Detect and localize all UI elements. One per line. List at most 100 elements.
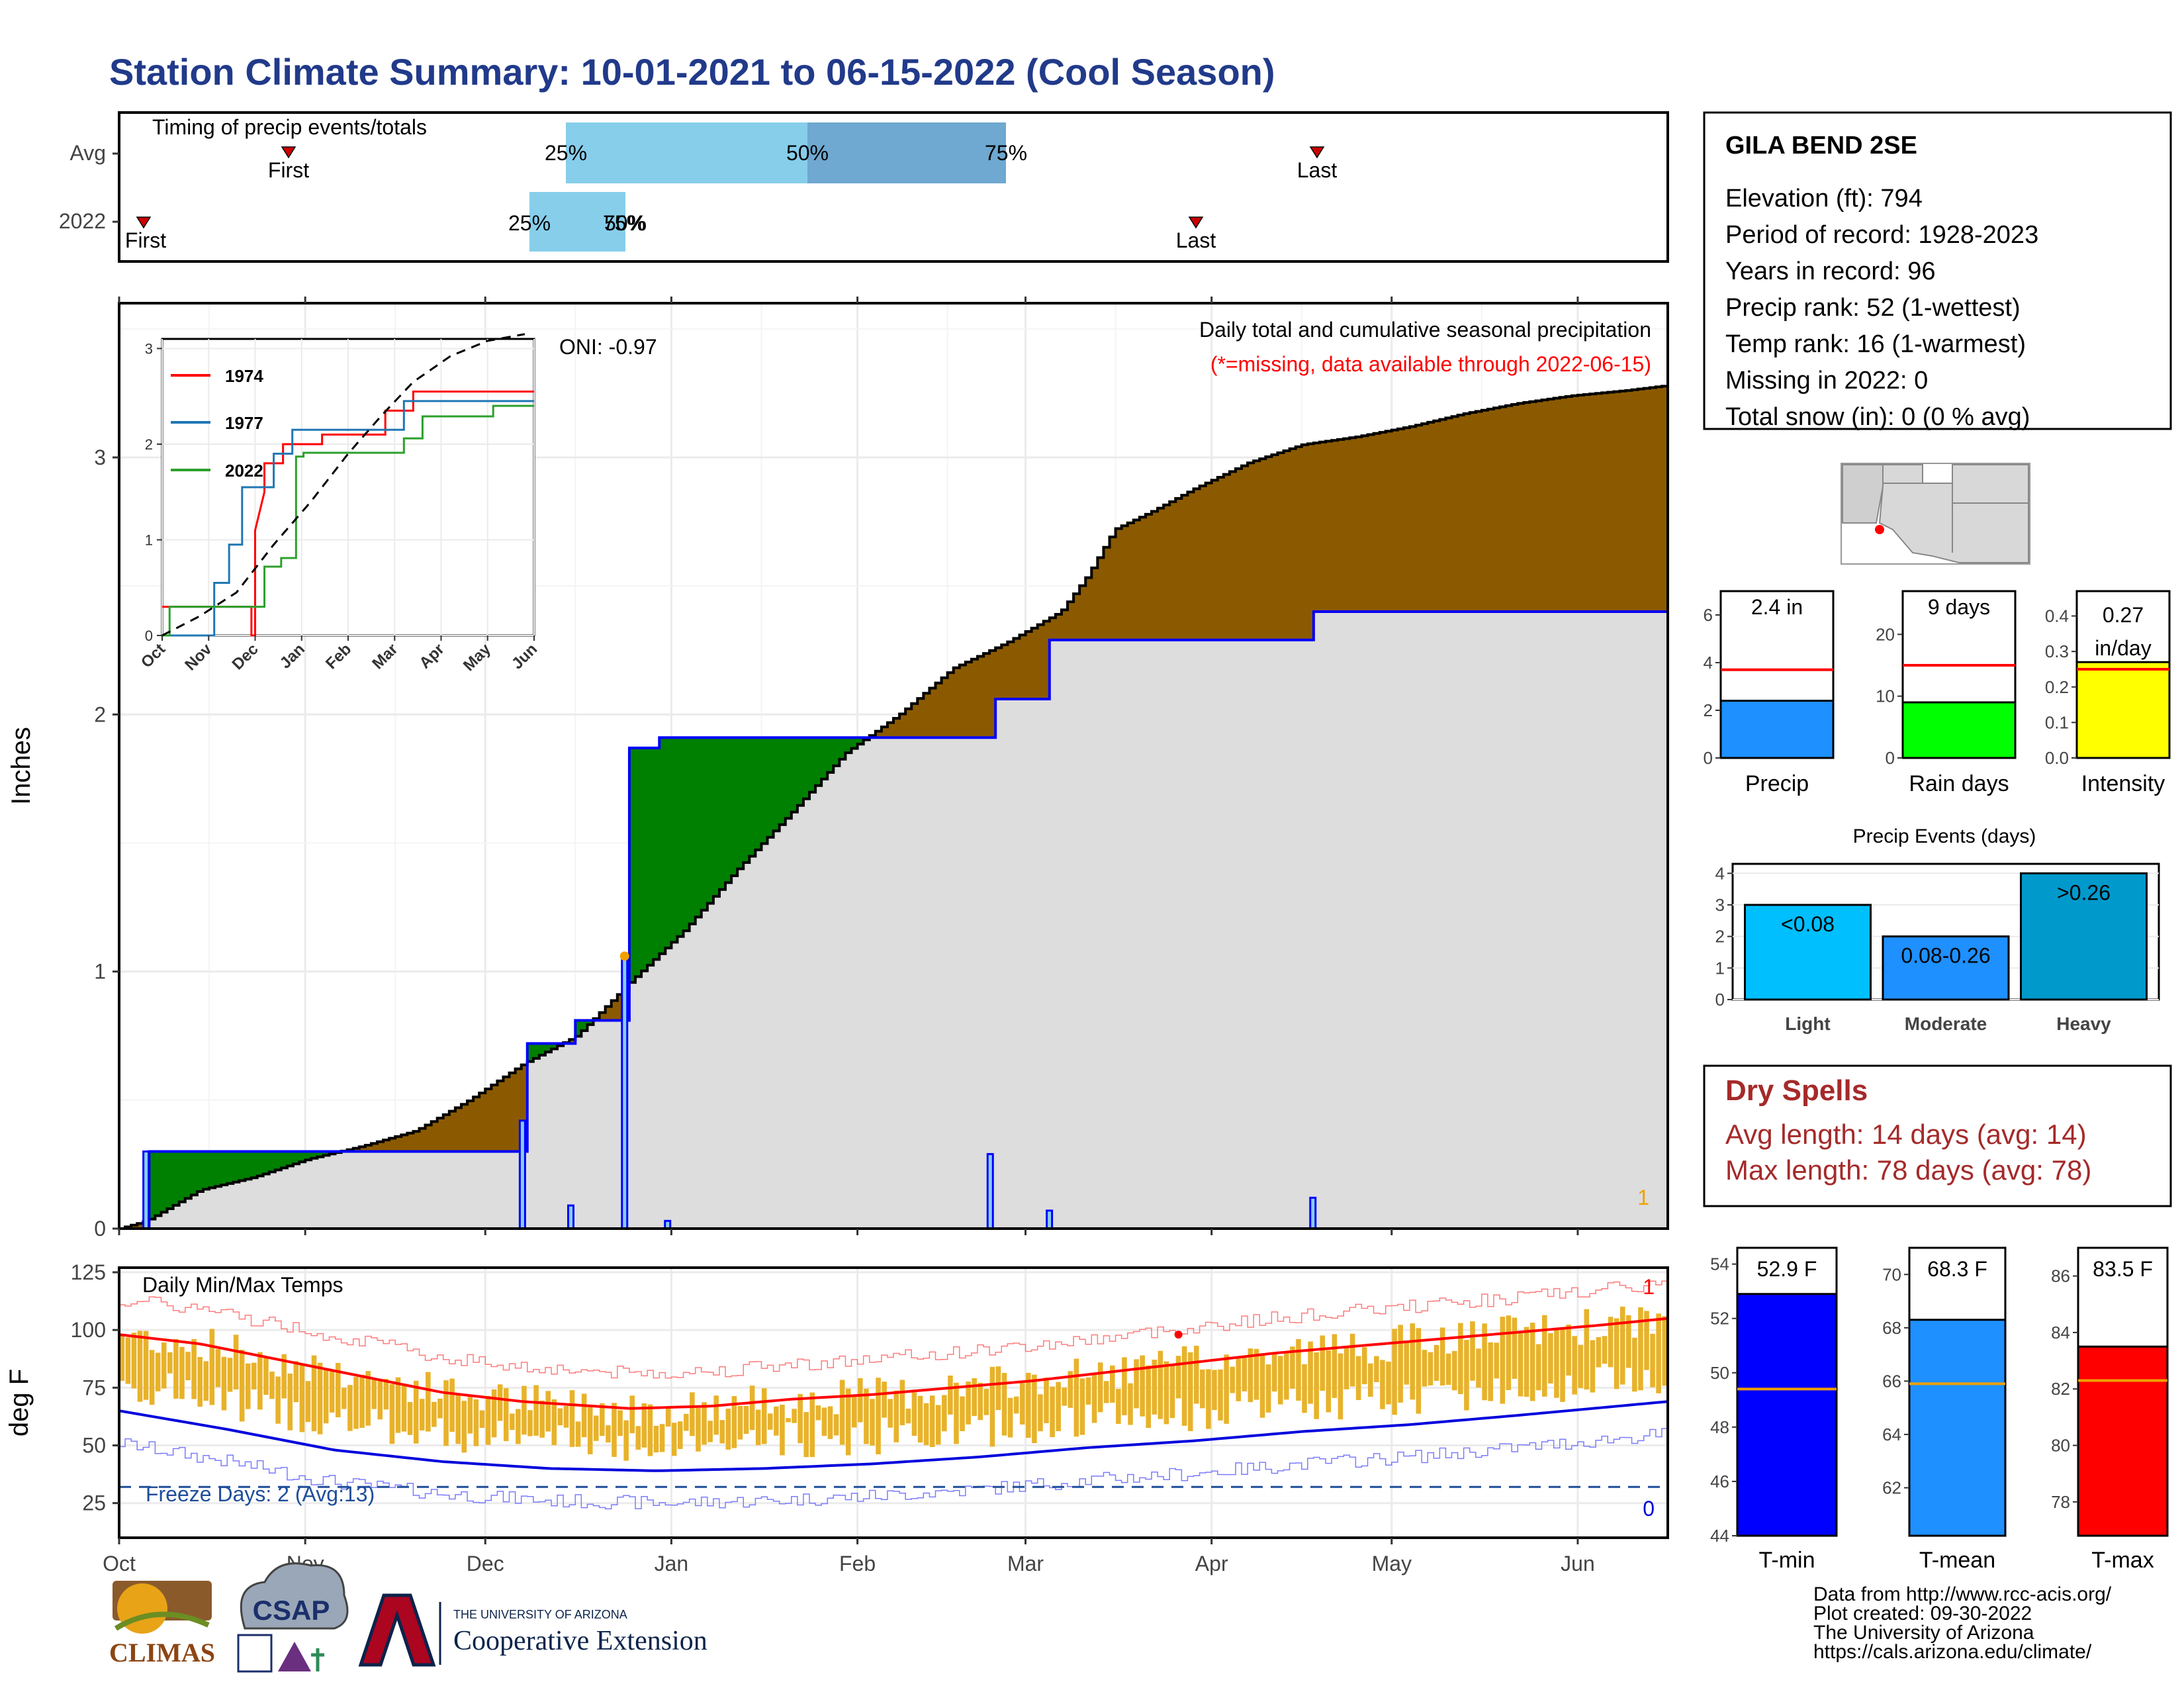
temp-daily-bar: [510, 1413, 515, 1430]
footer-line-url: https://cals.arizona.edu/climate/: [1813, 1641, 2092, 1663]
legend-label-2022: 2022: [225, 461, 263, 481]
temp-daily-bar: [731, 1395, 737, 1448]
temp-daily-bar: [858, 1378, 863, 1423]
precip-events-plot: 0 1 2 3 4 <0.08 Light 0.08-0.26 Moderate >0.26 Hea…: [1715, 863, 2160, 1034]
temp-daily-bar: [707, 1421, 713, 1442]
temp-daily-bar: [227, 1358, 233, 1392]
csap-logo-text: CSAP: [253, 1595, 330, 1626]
temp-daily-bar: [1314, 1352, 1319, 1419]
temp-daily-bar: [1410, 1323, 1416, 1400]
temp-daily-bar: [293, 1361, 299, 1403]
temp-daily-bar: [821, 1407, 827, 1436]
climas-swoosh: [114, 1611, 210, 1631]
temp-daily-bar: [617, 1410, 623, 1436]
temp-daily-bar: [1146, 1365, 1151, 1429]
temp-daily-bar: [1050, 1386, 1055, 1438]
temp-daily-bar: [845, 1388, 851, 1456]
inset-chart: 0 1 2 3 Oct Nov Dec Jan Feb Mar Apr May Jun 1974 197…: [138, 333, 541, 675]
precip-missing-marker: [619, 951, 629, 961]
temp-daily-bar: [780, 1404, 785, 1456]
temp-daily-bar: [1392, 1329, 1397, 1415]
precip-y-tick-label: 3: [94, 445, 106, 469]
events-bar-Moderate: [1882, 935, 2010, 1001]
temp-daily-bar: [1524, 1327, 1529, 1397]
timing-title: Timing of precip events/totals: [152, 115, 427, 139]
temp-summary-y-tick-label: 62: [1882, 1478, 1901, 1498]
temp-daily-bar: [1236, 1358, 1242, 1401]
summary-category-label: Precip: [1745, 771, 1809, 796]
temp-daily-bar: [371, 1380, 377, 1409]
temp-daily-bar: [1169, 1365, 1175, 1419]
temp-daily-bar: [1032, 1374, 1037, 1444]
temp-daily-bar: [1368, 1363, 1373, 1397]
temp-daily-bar: [1026, 1372, 1031, 1438]
temp-daily-bar: [1224, 1354, 1229, 1424]
precip-daily-bar: [621, 955, 629, 1230]
summary-y-tick-label: 2: [1704, 700, 1713, 720]
inset-series-average: [161, 333, 525, 637]
temp-daily-bar: [389, 1383, 395, 1444]
legend-label-1977: 1977: [225, 413, 263, 433]
temp-summary-y-tick-label: 68: [1882, 1318, 1901, 1338]
inset-legend: 1974 1977 2022: [171, 366, 263, 481]
temp-summary-bars: 44 46 48 50 52 54 52.9 F T-min 62 64 66 68 70 68.3 F T…: [1710, 1246, 2169, 1573]
precip-deficit-area: [125, 386, 1668, 1229]
temp-daily-bar: [353, 1376, 359, 1429]
temp-daily-bar: [432, 1401, 437, 1427]
dry-spells-frame: [1703, 1064, 2172, 1207]
temp-daily-bar: [341, 1387, 347, 1409]
temp-daily-bar: [606, 1425, 611, 1443]
dry-spells-panel: Dry Spells Avg length: 14 days (avg: 14)…: [1703, 1064, 2172, 1207]
temp-daily-bar: [659, 1424, 665, 1452]
temp-daily-bar: [522, 1385, 527, 1435]
precip-daily-bars: [142, 955, 1317, 1230]
temp-daily-bar: [1103, 1381, 1109, 1403]
freeze-days-label: Freeze Days: 2 (Avg:13): [146, 1482, 375, 1506]
temp-daily-bar: [1542, 1315, 1547, 1397]
temp-daily-bar: [929, 1395, 935, 1448]
summary-category-label: Intensity: [2081, 771, 2165, 796]
summary-y-tick-label: 0.1: [2045, 712, 2069, 732]
map-state-ca: [1842, 464, 1884, 524]
precip-daily-bar: [567, 1204, 574, 1230]
temp-daily-bar: [899, 1380, 905, 1426]
temp-daily-bar: [960, 1396, 965, 1432]
csap-cactus: [311, 1648, 324, 1671]
y2022-last-label: Last: [1176, 228, 1216, 252]
temp-summary-T-max: 78 80 82 84 86 83.5 F T-max: [2051, 1246, 2169, 1573]
temp-daily-bar: [1277, 1356, 1283, 1405]
ua-small-text: THE UNIVERSITY OF ARIZONA: [453, 1608, 627, 1621]
footer-line-univ: The University of Arizona: [1813, 1622, 2034, 1644]
temp-daily-bar: [221, 1356, 227, 1411]
temp-daily-bar: [233, 1335, 239, 1390]
temp-daily-bar: [1374, 1356, 1379, 1382]
temp-daily-bar: [653, 1425, 659, 1453]
temp-daily-bar: [1158, 1350, 1163, 1419]
temp-daily-bar: [935, 1405, 941, 1445]
y2022-first-marker: [136, 216, 152, 229]
temp-daily-bar: [1140, 1355, 1145, 1417]
temp-daily-bar: [1650, 1333, 1655, 1387]
temp-daily-bar: [629, 1395, 635, 1434]
temp-daily-bar: [575, 1421, 581, 1447]
temp-summary-y-tick-label: 82: [2051, 1379, 2070, 1399]
timing-panel: Timing of precip events/totals Avg 2022 …: [59, 111, 1669, 263]
temp-daily-bar: [1265, 1364, 1271, 1413]
y2022-p50-label: 50%: [604, 211, 647, 235]
summary-y-tick-label: 0: [1704, 748, 1713, 768]
temp-daily-bar: [185, 1352, 191, 1381]
inset-series-1977: [162, 400, 534, 637]
temp-axes: 25 50 75 100 125: [71, 1260, 119, 1515]
temp-daily-bar: [245, 1363, 251, 1409]
temp-y-tick-label: 100: [71, 1318, 106, 1342]
temp-daily-bar: [1122, 1357, 1127, 1415]
temp-daily-bar: [882, 1382, 887, 1418]
temp-daily-bar: [815, 1405, 821, 1421]
temp-daily-bar: [587, 1407, 593, 1454]
inset-x-tick-label: Feb: [322, 640, 355, 673]
temp-daily-bar: [437, 1398, 443, 1419]
station-missing: Missing in 2022: 0: [1725, 367, 1928, 395]
temp-daily-bar: [1433, 1344, 1439, 1381]
temp-daily-bar: [1218, 1369, 1223, 1421]
temp-daily-bar: [600, 1403, 605, 1436]
